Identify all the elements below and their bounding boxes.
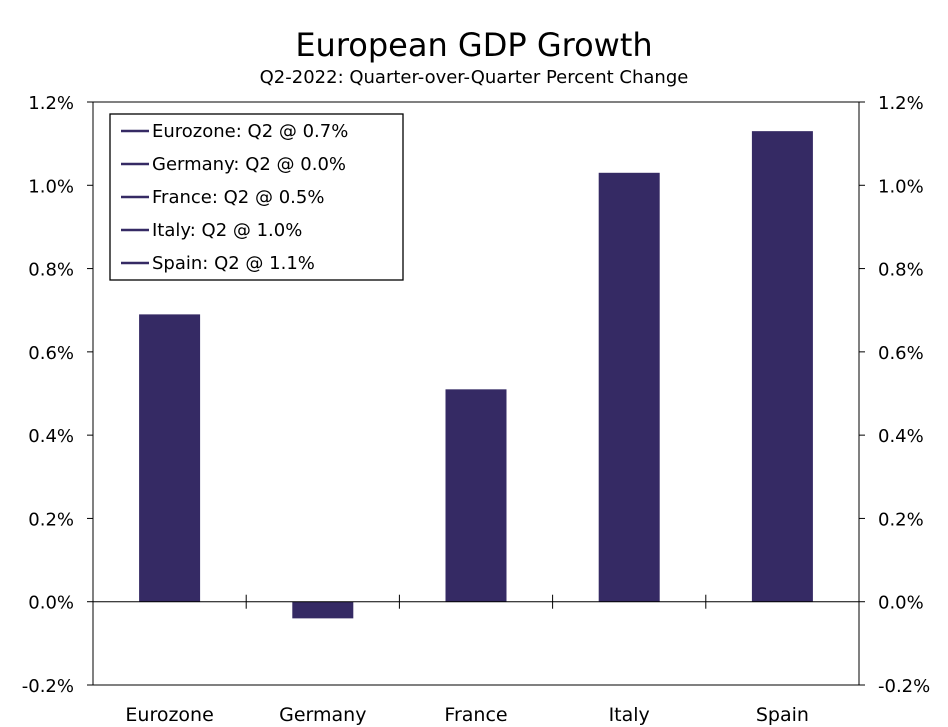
x-tick-label: France <box>444 704 507 726</box>
x-tick-label: Germany <box>279 704 366 726</box>
x-tick-label: Italy <box>609 704 650 726</box>
plot-frame <box>92 101 860 686</box>
y-tick-label-right: 1.2% <box>878 93 924 114</box>
y-tick-label-left: 1.2% <box>28 93 74 114</box>
bar-spain <box>751 131 813 602</box>
y-tick-label-left: -0.2% <box>22 676 74 697</box>
x-tick-label: Eurozone <box>125 704 213 726</box>
chart-title: European GDP Growth <box>295 26 652 64</box>
y-tick-label-right: 0.0% <box>878 593 924 614</box>
y-tick-label-right: 0.6% <box>878 343 924 364</box>
y-tick-label-left: 0.0% <box>28 593 74 614</box>
y-tick-label-left: 0.4% <box>28 426 74 447</box>
y-tick-label-right: -0.2% <box>878 676 930 697</box>
bar-france <box>445 389 507 602</box>
legend-label: France: Q2 @ 0.5% <box>152 187 324 208</box>
y-tick-label-left: 0.2% <box>28 509 74 530</box>
legend-label: Germany: Q2 @ 0.0% <box>152 154 346 175</box>
y-tick-label-right: 1.0% <box>878 176 924 197</box>
y-tick-label-left: 0.8% <box>28 260 74 281</box>
legend-box <box>109 113 404 281</box>
chart-subtitle: Q2-2022: Quarter-over-Quarter Percent Ch… <box>260 67 689 88</box>
y-tick-label-left: 0.6% <box>28 343 74 364</box>
bar-germany <box>292 601 354 619</box>
y-tick-label-right: 0.4% <box>878 426 924 447</box>
legend-label: Eurozone: Q2 @ 0.7% <box>152 121 348 142</box>
legend: Eurozone: Q2 @ 0.7% Germany: Q2 @ 0.0% Fra… <box>109 113 404 281</box>
legend-label: Italy: Q2 @ 1.0% <box>152 220 302 241</box>
x-tick-label: Spain <box>756 704 809 726</box>
legend-label: Spain: Q2 @ 1.1% <box>152 253 315 274</box>
y-tick-label-left: 1.0% <box>28 176 74 197</box>
bar-italy <box>598 172 660 602</box>
y-tick-label-right: 0.2% <box>878 509 924 530</box>
plot-area: Eurozone Germany France Italy Spain -0.2% -0.2… <box>22 93 930 726</box>
bar-eurozone <box>139 314 201 602</box>
y-tick-label-right: 0.8% <box>878 260 924 281</box>
